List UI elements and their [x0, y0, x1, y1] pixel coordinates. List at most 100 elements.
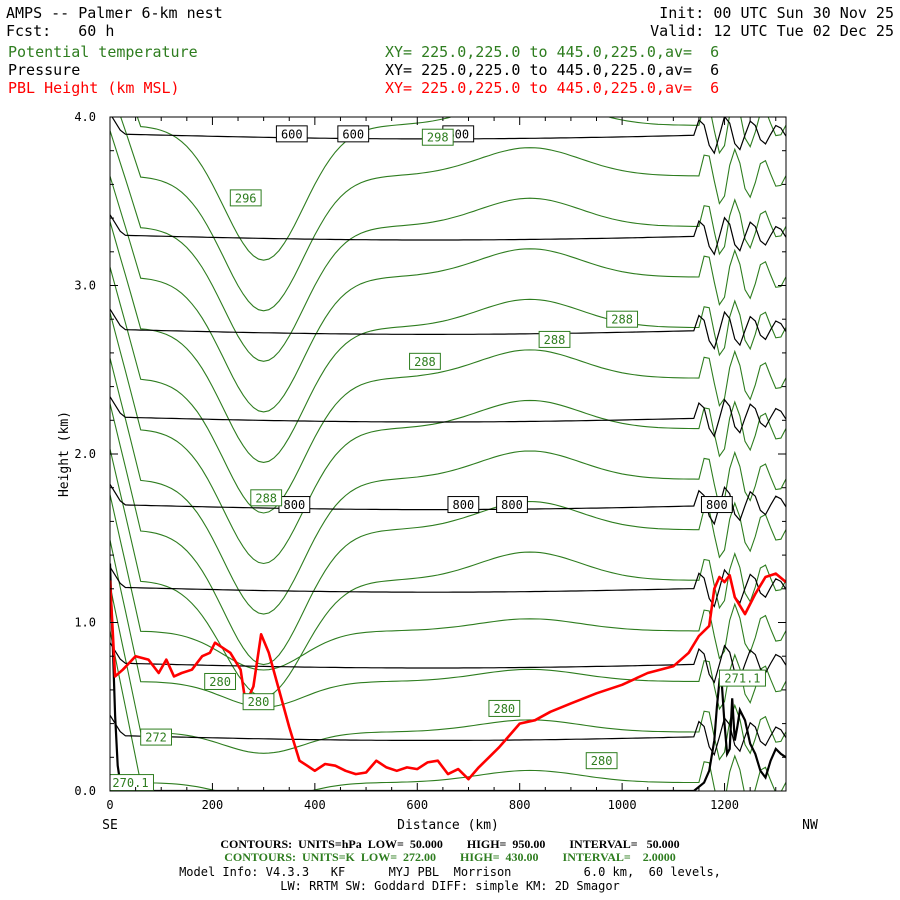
theta-contour-274 [110, 585, 786, 761]
pressure-label-800-3: 800 [700, 496, 733, 514]
pressure-contour-700 [110, 308, 786, 351]
theta-label-5-text: 288 [255, 491, 277, 505]
theta-label-4: 288 [606, 310, 639, 328]
theta-contour-292 [110, 175, 786, 413]
pressure-contour-850 [110, 566, 786, 608]
pressure-contour-950 [110, 714, 786, 757]
field-name-pbl: PBL Height (km MSL) [8, 79, 180, 97]
theta-label-7-box [242, 693, 275, 711]
theta-contour-278 [110, 494, 786, 671]
physics-info: LW: RRTM SW: Goddard DIFF: simple KM: 2D… [280, 879, 620, 893]
model-title: AMPS -- Palmer 6-km nest [6, 4, 223, 22]
y-axis-label: Height (km) [57, 411, 72, 497]
theta-label-12: 271.1 [718, 669, 766, 687]
theta-label-0-text: 296 [235, 191, 257, 205]
pressure-label-600-0: 600 [275, 125, 308, 143]
theta-contour-284 [110, 357, 786, 615]
theta-label-4-text: 288 [611, 313, 633, 327]
pressure-label-800-2-box [496, 496, 528, 514]
theta-label-10: 272 [140, 728, 172, 746]
y-tick-label-3: 3.0 [74, 279, 96, 293]
theta-label-12-text: 271.1 [724, 672, 760, 686]
pressure-label-600-1-box [337, 125, 370, 143]
theta-contour-286 [110, 312, 786, 565]
x-tick-label-2: 400 [304, 798, 326, 812]
pressure-label-600-1: 600 [337, 125, 370, 143]
theta-label-2: 288 [409, 352, 441, 370]
x-tick-label-4: 800 [509, 798, 531, 812]
theta-label-9-text: 280 [591, 754, 613, 768]
theta-contour-294 [110, 130, 786, 362]
theta-contour-282 [110, 403, 786, 666]
pressure-label-800-2-text: 800 [501, 498, 523, 512]
theta-label-2-text: 288 [414, 355, 436, 369]
pressure-label-800-0: 800 [278, 496, 311, 514]
pressure-label-800-1: 800 [447, 496, 480, 514]
field-xy-theta: XY= 225.0,225.0 to 445.0,225.0,av= 6 [385, 43, 720, 61]
theta-contour-276 [110, 539, 786, 711]
pbl-height-line [110, 572, 786, 781]
pressure-label-800-1-text: 800 [453, 498, 475, 512]
theta-label-7-text: 280 [248, 695, 270, 709]
x-tick-label-6: 1200 [710, 798, 739, 812]
pressure-contour-info: CONTOURS: UNITS=hPa LOW= 50.000 HIGH= 95… [220, 837, 680, 851]
field-xy-pbl: XY= 225.0,225.0 to 445.0,225.0,av= 6 [385, 79, 720, 97]
theta-label-9: 280 [585, 752, 618, 770]
theta-label-8: 280 [488, 699, 521, 717]
field-name-pressure: Pressure [8, 61, 81, 79]
x-tick-label-3: 600 [406, 798, 428, 812]
theta-label-9-box [585, 752, 618, 770]
theta-label-10-box [140, 728, 172, 746]
field-xy-pressure: XY= 225.0,225.0 to 445.0,225.0,av= 6 [385, 61, 720, 79]
x-axis-nw-label: NW [802, 818, 818, 833]
theta-label-8-text: 280 [493, 702, 515, 716]
theta-label-11: 270.1 [110, 774, 154, 791]
pressure-contour-650 [110, 214, 786, 256]
pressure-label-800-3-text: 800 [706, 498, 728, 512]
theta-label-6: 280 [204, 672, 237, 690]
theta-contour-298 [136, 117, 786, 261]
x-tick-label-5: 1000 [608, 798, 637, 812]
theta-label-0-box [229, 189, 262, 207]
theta-label-7: 280 [242, 693, 275, 711]
theta-label-10-text: 272 [145, 731, 167, 745]
x-axis-label: Distance (km) [397, 818, 499, 833]
theta-contour-290 [110, 221, 786, 463]
y-tick-label-1: 1.0 [74, 616, 96, 630]
theta-label-3-box [538, 330, 571, 348]
y-tick-label-2: 2.0 [74, 447, 96, 461]
theta-label-3-text: 288 [544, 333, 566, 347]
y-tick-label-4: 4.0 [74, 110, 96, 124]
valid-time: Valid: 12 UTC Tue 02 Dec 25 [650, 22, 894, 40]
field-name-theta: Potential temperature [8, 43, 198, 61]
theta-label-11-text: 270.1 [112, 776, 148, 790]
theta-contour-296 [120, 117, 786, 312]
forecast-hour: Fcst: 60 h [6, 22, 115, 40]
theta-label-4-box [606, 310, 639, 328]
pressure-label-600-1-text: 600 [342, 127, 364, 141]
pressure-label-800-2: 800 [496, 496, 528, 514]
pressure-label-800-1-box [447, 496, 480, 514]
theta-label-2-box [409, 352, 441, 370]
theta-label-1-box [421, 128, 454, 146]
pressure-label-800-3-box [700, 496, 733, 514]
theta-label-5: 288 [250, 489, 283, 507]
pressure-label-800-0-text: 800 [284, 498, 306, 512]
theta-label-3: 288 [538, 330, 571, 348]
x-tick-label-0: 0 [106, 798, 113, 812]
theta-label-1: 298 [421, 128, 454, 146]
theta-label-5-box [250, 489, 283, 507]
theta-label-12-box [718, 669, 766, 687]
theta-contour-288 [110, 266, 786, 514]
y-tick-label-0: 0.0 [74, 784, 96, 798]
theta-contour-info: CONTOURS: UNITS=K LOW= 272.00 HIGH= 430.… [224, 850, 676, 864]
x-tick-label-1: 200 [202, 798, 224, 812]
pressure-contour-750 [110, 396, 786, 438]
theta-label-8-box [488, 699, 521, 717]
theta-contour-272 [110, 630, 786, 791]
theta-label-6-text: 280 [209, 675, 231, 689]
theta-label-0: 296 [229, 189, 262, 207]
init-time: Init: 00 UTC Sun 30 Nov 25 [659, 4, 894, 22]
